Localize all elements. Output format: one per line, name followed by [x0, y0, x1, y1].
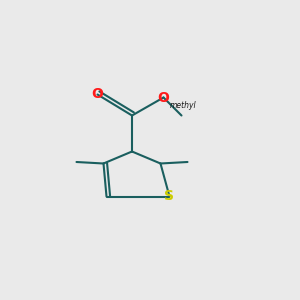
Text: S: S — [164, 190, 175, 203]
Text: O: O — [92, 88, 104, 101]
Text: O: O — [158, 91, 169, 104]
Text: methyl: methyl — [170, 100, 196, 109]
